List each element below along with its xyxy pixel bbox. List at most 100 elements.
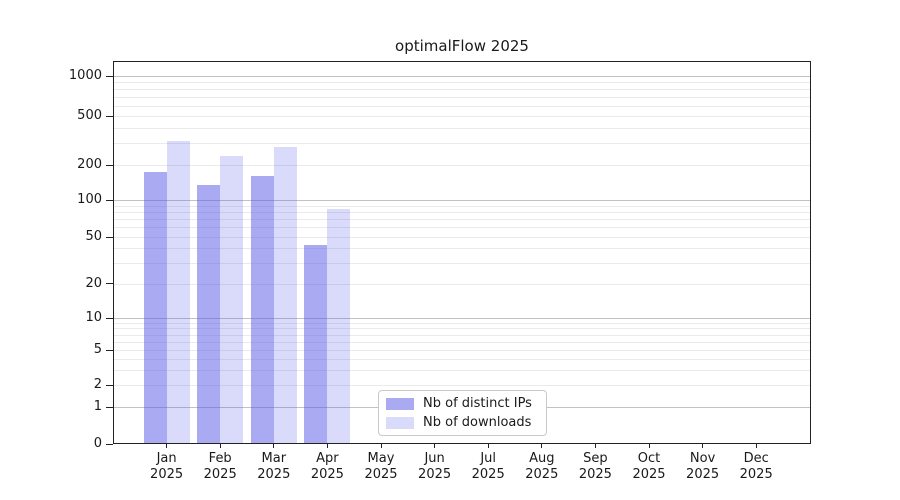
gridline-minor xyxy=(114,143,810,145)
gridline-minor xyxy=(114,82,810,84)
x-tick-mark xyxy=(487,444,489,448)
legend-swatch-downloads xyxy=(386,416,414,429)
x-tick-mark xyxy=(434,444,436,448)
y-tick-label: 10 xyxy=(85,310,102,325)
x-tick-mark xyxy=(166,444,168,448)
x-tick-month: Feb xyxy=(208,451,232,466)
x-tick-month: Jun xyxy=(424,451,445,466)
x-tick-mark xyxy=(702,444,704,448)
x-tick-year: 2025 xyxy=(739,466,773,482)
x-tick-month: Jan xyxy=(156,451,177,466)
gridline-minor xyxy=(114,205,810,207)
x-tick-year: 2025 xyxy=(418,466,452,482)
x-tick-month: Mar xyxy=(261,451,287,466)
y-tick-label: 5 xyxy=(93,342,102,357)
y-tick-mark xyxy=(106,236,113,238)
gridline-minor xyxy=(114,248,810,250)
x-tick-label-oct: Oct 2025 xyxy=(609,451,689,482)
plot-area xyxy=(113,61,811,444)
legend-label-downloads: Nb of downloads xyxy=(423,415,532,430)
x-tick-year: 2025 xyxy=(525,466,559,482)
gridline-major xyxy=(114,76,810,77)
gridline-minor xyxy=(114,369,810,371)
x-tick-label-mar: Mar 2025 xyxy=(234,451,314,482)
gridline-minor xyxy=(114,116,810,117)
x-tick-month: Dec xyxy=(743,451,769,466)
legend-label-distinct-ips: Nb of distinct IPs xyxy=(423,396,532,411)
y-tick-mark xyxy=(106,199,113,201)
gridline-major xyxy=(114,318,810,319)
gridline-minor xyxy=(114,334,810,336)
legend-item-distinct-ips: Nb of distinct IPs xyxy=(379,395,546,412)
gridline-minor xyxy=(114,96,810,98)
gridline-minor xyxy=(114,262,810,264)
x-tick-mark xyxy=(380,444,382,448)
gridline-minor xyxy=(114,127,810,129)
x-tick-mark xyxy=(594,444,596,448)
y-tick-label: 1000 xyxy=(68,68,102,83)
y-tick-mark xyxy=(106,75,113,77)
x-tick-label-feb: Feb 2025 xyxy=(180,451,260,482)
x-tick-label-aug: Aug 2025 xyxy=(502,451,582,482)
gridline-minor xyxy=(114,283,810,285)
x-tick-year: 2025 xyxy=(471,466,505,482)
x-tick-month: Oct xyxy=(637,451,661,466)
gridline-major xyxy=(114,200,810,201)
gridline-minor xyxy=(114,322,810,324)
x-tick-month: Nov xyxy=(689,451,716,466)
x-tick-label-jul: Jul 2025 xyxy=(448,451,528,482)
gridline-minor xyxy=(114,328,810,330)
x-tick-year: 2025 xyxy=(257,466,291,482)
y-tick-label: 1 xyxy=(93,399,102,414)
bar-downloads-feb xyxy=(220,156,244,444)
x-tick-year: 2025 xyxy=(203,466,237,482)
gridline-minor xyxy=(114,211,810,213)
gridline-minor xyxy=(114,227,810,229)
y-tick-mark xyxy=(106,349,113,351)
y-tick-label: 50 xyxy=(85,229,102,244)
legend-item-downloads: Nb of downloads xyxy=(379,414,546,431)
bar-distinct-ips-apr xyxy=(304,244,328,444)
bar-distinct-ips-jan xyxy=(143,171,167,444)
x-tick-mark xyxy=(648,444,650,448)
gridline-minor xyxy=(114,105,810,107)
y-tick-label: 0 xyxy=(93,436,102,451)
x-tick-label-sep: Sep 2025 xyxy=(555,451,635,482)
y-tick-mark xyxy=(106,384,113,386)
x-tick-year: 2025 xyxy=(364,466,398,482)
gridline-minor xyxy=(114,219,810,220)
x-tick-label-apr: Apr 2025 xyxy=(287,451,367,482)
x-tick-month: Apr xyxy=(316,451,339,466)
gridline-minor xyxy=(114,88,810,90)
y-tick-mark xyxy=(106,406,113,408)
y-tick-mark xyxy=(106,443,113,445)
x-tick-mark xyxy=(755,444,757,448)
gridline-minor xyxy=(114,358,810,360)
bar-downloads-jan xyxy=(166,140,190,444)
gridline-minor xyxy=(114,350,810,351)
y-tick-label: 200 xyxy=(77,157,102,172)
x-tick-mark xyxy=(273,444,275,448)
x-tick-year: 2025 xyxy=(686,466,720,482)
x-tick-year: 2025 xyxy=(150,466,184,482)
x-tick-label-may: May 2025 xyxy=(341,451,421,482)
x-tick-month: May xyxy=(367,451,395,466)
y-tick-label: 100 xyxy=(77,192,102,207)
y-tick-label: 2 xyxy=(93,377,102,392)
y-tick-mark xyxy=(106,115,113,117)
x-tick-label-nov: Nov 2025 xyxy=(663,451,743,482)
x-tick-label-jun: Jun 2025 xyxy=(395,451,475,482)
bar-downloads-mar xyxy=(273,147,297,444)
bar-distinct-ips-mar xyxy=(250,176,274,444)
gridline-minor xyxy=(114,341,810,343)
x-tick-year: 2025 xyxy=(578,466,612,482)
y-tick-mark xyxy=(106,283,113,284)
x-tick-mark xyxy=(541,444,543,448)
legend: Nb of distinct IPs Nb of downloads xyxy=(378,390,547,436)
x-tick-mark xyxy=(326,444,328,448)
x-tick-month: Jul xyxy=(480,451,497,466)
